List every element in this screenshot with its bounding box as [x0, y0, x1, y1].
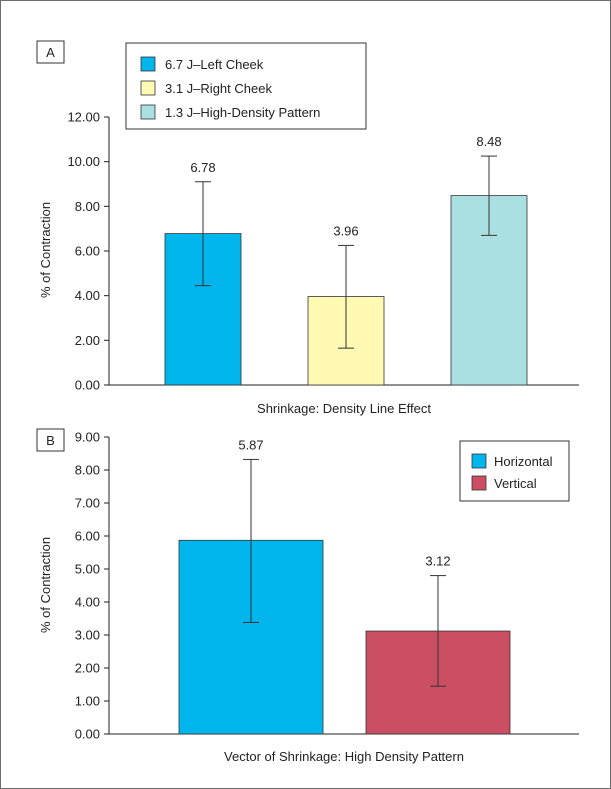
bars-b: 5.87 3.12 — [178, 437, 511, 735]
data-label: 3.12 — [425, 554, 450, 569]
panel-a-ylabel: % of Contraction — [38, 202, 53, 298]
y-tick-label: 3.00 — [75, 628, 100, 643]
y-tick-label: 8.00 — [75, 199, 100, 214]
panel-b-legend: Horizontal Vertical — [459, 440, 570, 502]
legend-b-swatch-2 — [471, 475, 487, 491]
legend-b-label-2: Vertical — [494, 476, 537, 491]
y-tick-label: 2.00 — [75, 661, 100, 676]
axes-a: 0.00 2.00 4.00 6.00 8.00 10.00 12.00 — [67, 110, 579, 393]
legend-a-swatch-1 — [140, 56, 156, 72]
panel-a-legend-box — [125, 42, 367, 130]
y-tick-label: 6.00 — [75, 529, 100, 544]
legend-a-label-2: 3.1 J–Right Cheek — [165, 81, 272, 96]
panel-b: B 0.00 1.00 2.00 3.00 4.00 5.00 6.00 7.00 8.00 9.… — [36, 428, 579, 764]
bars-a: 6.78 3.96 8.48 — [164, 134, 528, 386]
panel-a: A 0.00 2.00 4.00 6.00 8.00 10.00 12.00 6.78 3.9… — [36, 40, 579, 416]
data-label: 3.96 — [333, 223, 358, 238]
y-tick-label: 2.00 — [75, 333, 100, 348]
y-tick-label: 1.00 — [75, 694, 100, 709]
legend-b-swatch-1 — [471, 453, 487, 469]
y-tick-label: 4.00 — [75, 595, 100, 610]
y-tick-label: 10.00 — [67, 154, 100, 169]
panel-b-ylabel: % of Contraction — [38, 537, 53, 633]
panel-a-legend: 6.7 J–Left Cheek 3.1 J–Right Cheek 1.3 J… — [125, 42, 367, 130]
y-tick-label: 6.00 — [75, 244, 100, 259]
y-tick-label: 8.00 — [75, 463, 100, 478]
panel-b-xlabel: Vector of Shrinkage: High Density Patter… — [224, 749, 464, 764]
legend-a-swatch-2 — [140, 80, 156, 96]
data-label: 6.78 — [190, 160, 215, 175]
legend-a-label-1: 6.7 J–Left Cheek — [165, 57, 264, 72]
y-tick-label: 12.00 — [67, 110, 100, 125]
panel-a-label: A — [46, 45, 55, 60]
data-label: 8.48 — [476, 134, 501, 149]
panel-b-legend-box — [459, 440, 570, 502]
y-tick-label: 4.00 — [75, 288, 100, 303]
y-tick-label: 0.00 — [75, 727, 100, 742]
legend-a-label-3: 1.3 J–High-Density Pattern — [165, 105, 320, 120]
y-tick-label: 0.00 — [75, 378, 100, 393]
y-tick-label: 9.00 — [75, 430, 100, 445]
panel-a-xlabel: Shrinkage: Density Line Effect — [257, 401, 431, 416]
legend-a-swatch-3 — [140, 104, 156, 120]
panel-b-label-box — [36, 428, 65, 452]
panel-b-label: B — [46, 433, 55, 448]
axes-b: 0.00 1.00 2.00 3.00 4.00 5.00 6.00 7.00 8.00 9.00 — [75, 430, 579, 742]
y-tick-label: 7.00 — [75, 496, 100, 511]
y-tick-label: 5.00 — [75, 562, 100, 577]
data-label: 5.87 — [238, 437, 263, 452]
panel-a-label-box — [36, 40, 65, 64]
legend-b-label-1: Horizontal — [494, 454, 553, 469]
